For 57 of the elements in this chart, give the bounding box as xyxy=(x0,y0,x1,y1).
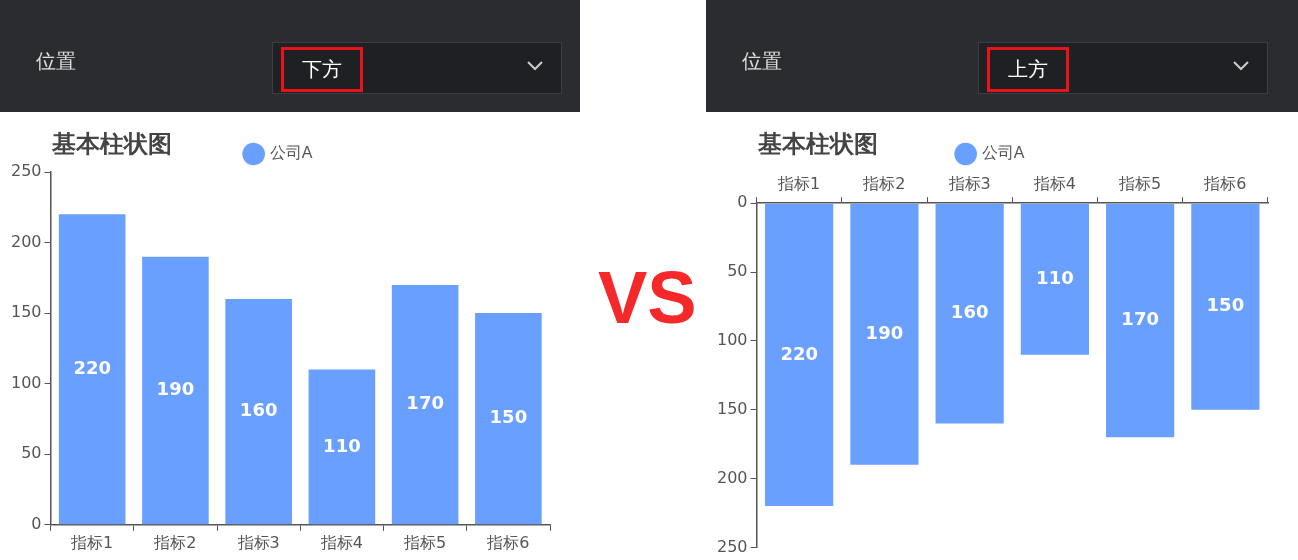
text: 位置 xyxy=(742,48,782,75)
x-tick-label: 指标6 xyxy=(1203,173,1247,193)
data-label: 150 xyxy=(489,406,528,428)
text: VS xyxy=(598,255,697,340)
x-tick-label: 指标1 xyxy=(777,173,821,193)
data-label: 170 xyxy=(406,392,444,414)
chart-title: 基本柱状图 xyxy=(758,129,878,160)
x-tick-label: 指标2 xyxy=(153,532,197,552)
y-tick-label: 100 xyxy=(716,330,748,350)
data-label: 110 xyxy=(323,434,361,456)
y-tick-label: 200 xyxy=(716,467,748,487)
y-tick-label: 50 xyxy=(21,443,42,463)
data-label: 220 xyxy=(73,356,111,378)
data-label: 190 xyxy=(865,321,904,343)
x-tick-label: 指标3 xyxy=(947,173,991,193)
bar xyxy=(1191,203,1260,410)
y-tick-label: 100 xyxy=(10,372,42,392)
text: 下方 xyxy=(281,47,363,92)
y-tick-label: 150 xyxy=(10,302,42,322)
bar xyxy=(850,203,919,465)
bar xyxy=(142,256,209,525)
data-label: 150 xyxy=(1206,294,1245,316)
x-tick-label: 指标1 xyxy=(70,532,114,552)
x-tick-label: 指标6 xyxy=(486,532,530,552)
y-tick-label: 50 xyxy=(727,261,748,281)
bar xyxy=(58,214,126,525)
text: 上方 xyxy=(987,47,1069,92)
bar xyxy=(308,369,376,525)
bar xyxy=(935,203,1004,424)
y-tick-label: 250 xyxy=(716,536,748,556)
x-tick-label: 指标2 xyxy=(862,173,906,193)
data-label: 110 xyxy=(1036,266,1074,288)
x-tick-label: 指标4 xyxy=(1032,173,1076,193)
x-tick-label: 指标5 xyxy=(1118,173,1162,193)
data-label: 160 xyxy=(239,399,278,421)
y-tick-label: 200 xyxy=(10,231,42,251)
x-tick-label: 指标3 xyxy=(236,532,280,552)
bar xyxy=(765,203,834,507)
y-tick-label: 250 xyxy=(10,161,42,181)
chart-title: 基本柱状图 xyxy=(52,129,172,160)
legend-label: 公司A xyxy=(269,144,313,162)
y-tick-label: 150 xyxy=(716,398,748,418)
bar xyxy=(225,299,292,525)
data-label: 220 xyxy=(780,342,818,364)
text: 位置 xyxy=(36,48,76,75)
bar xyxy=(1106,203,1175,438)
y-tick-label: 0 xyxy=(737,192,748,212)
y-tick-label: 0 xyxy=(31,513,42,533)
bar xyxy=(391,284,459,525)
data-label: 160 xyxy=(950,301,989,323)
bar xyxy=(475,313,542,525)
data-label: 190 xyxy=(156,378,195,400)
x-tick-label: 指标4 xyxy=(319,532,363,552)
data-label: 170 xyxy=(1121,308,1159,330)
x-tick-label: 指标5 xyxy=(403,532,447,552)
legend-label: 公司A xyxy=(981,144,1025,162)
bar xyxy=(1020,203,1089,355)
